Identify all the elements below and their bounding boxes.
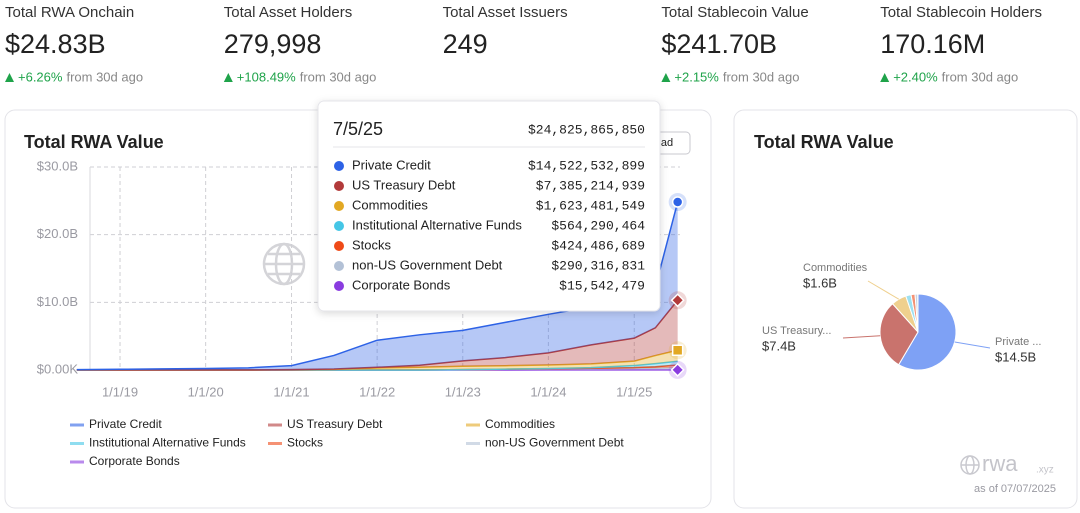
brand-watermark [960, 455, 980, 475]
legend-label: non-US Government Debt [485, 436, 624, 450]
tooltip-value: $424,486,689 [551, 238, 645, 253]
leader-line [954, 341, 991, 349]
end-marker [670, 293, 685, 308]
stat-change: +2.40% [893, 69, 938, 84]
x-tick-label: 1/1/22 [359, 384, 395, 399]
tooltip-total: $24,825,865,850 [528, 122, 645, 137]
button-label: ad [661, 137, 673, 149]
pie-slice [897, 293, 957, 371]
pie-chart: Private ...$14.5B US Treasury...$7.4B Comm… [762, 262, 1041, 371]
tooltip: 7/5/25 $24,825,865,850 Private Credit $14,5… [317, 100, 661, 312]
tooltip-box [317, 100, 661, 312]
stat-label: Total Stablecoin Value [661, 4, 808, 21]
stat-change: +2.15% [674, 69, 719, 84]
tooltip-dot [334, 241, 344, 251]
stat-note: from 30d ago [66, 69, 143, 84]
legend-label: Commodities [485, 417, 555, 431]
legend-label: US Treasury Debt [287, 417, 383, 431]
stat-note: from 30d ago [723, 69, 800, 84]
stat-note: from 30d ago [300, 69, 377, 84]
pie-title: Total RWA Value [754, 132, 894, 152]
stat-value: $241.70B [661, 29, 777, 59]
tooltip-name: US Treasury Debt [352, 177, 456, 192]
up-arrow [5, 73, 14, 82]
legend-label: Corporate Bonds [89, 454, 180, 468]
stat-change: +108.49% [237, 69, 296, 84]
y-tick-label: $0.00K [37, 361, 79, 376]
legend-label: Private Credit [89, 417, 162, 431]
tooltip-value: $7,385,214,939 [536, 178, 645, 193]
tooltip-value: $14,522,532,899 [528, 158, 645, 173]
brand: rwa [982, 451, 1018, 476]
tooltip-name: Stocks [352, 237, 392, 252]
tooltip-name: Commodities [352, 197, 428, 212]
pie-value: $1.6B [803, 275, 837, 290]
legend-label: Institutional Alternative Funds [89, 436, 246, 450]
as-of: as of 07/07/2025 [974, 483, 1056, 495]
pie-label: Commodities [803, 262, 868, 274]
tooltip-dot [334, 181, 344, 191]
y-tick-label: $10.0B [37, 294, 78, 309]
globe-watermark [262, 242, 306, 286]
y-tick-label: $30.0B [37, 158, 78, 173]
tooltip-value: $1,623,481,549 [536, 198, 645, 213]
x-tick-label: 1/1/20 [188, 384, 224, 399]
leader-line [842, 335, 881, 339]
brand-suffix: .xyz [1036, 465, 1054, 476]
stat-value: 249 [443, 29, 488, 59]
series-line [76, 299, 679, 371]
tooltip-name: Private Credit [352, 157, 431, 172]
end-marker [671, 196, 684, 208]
end-marker [670, 362, 685, 377]
pie-value: $14.5B [995, 349, 1036, 364]
up-arrow [223, 73, 233, 82]
end-marker [671, 344, 684, 357]
tooltip-dot [334, 281, 344, 291]
legend-label: Stocks [287, 436, 323, 450]
stat-label: Total Asset Issuers [443, 4, 568, 21]
tooltip-value: $15,542,479 [559, 278, 645, 293]
up-arrow [661, 73, 671, 82]
pie-label: US Treasury... [762, 325, 831, 337]
tooltip-name: Corporate Bonds [352, 277, 451, 292]
tooltip-dot [334, 261, 344, 271]
tooltip-name: non-US Government Debt [352, 257, 503, 272]
tooltip-date: 7/5/25 [333, 119, 383, 139]
pie-label: Private ... [995, 336, 1041, 348]
x-tick-label: 1/1/25 [616, 384, 652, 399]
x-tick-label: 1/1/23 [445, 384, 481, 399]
series-area [76, 202, 678, 370]
tooltip-dot [334, 161, 344, 171]
x-tick-label: 1/1/24 [530, 384, 566, 399]
area-title: Total RWA Value [24, 132, 164, 152]
tooltip-dot [334, 221, 344, 231]
pie-value: $7.4B [762, 338, 796, 353]
stat-label: Total Asset Holders [224, 4, 352, 21]
tooltip-value: $564,290,464 [551, 218, 645, 233]
pie-slice [879, 303, 919, 366]
leader-line [867, 280, 900, 300]
stat-change: +6.26% [18, 69, 63, 84]
stat-note: from 30d ago [942, 69, 1019, 84]
stat-value: $24.83B [5, 29, 106, 59]
stat-label: Total RWA Onchain [5, 4, 134, 21]
tooltip-dot [334, 201, 344, 211]
y-tick-label: $20.0B [37, 226, 78, 241]
tooltip-name: Institutional Alternative Funds [352, 217, 522, 232]
tooltip-value: $290,316,831 [551, 258, 645, 273]
stat-value: 279,998 [224, 29, 322, 59]
x-tick-label: 1/1/21 [273, 384, 309, 399]
stat-value: 170.16M [880, 29, 985, 59]
stat-label: Total Stablecoin Holders [880, 4, 1042, 21]
x-tick-label: 1/1/19 [102, 384, 138, 399]
up-arrow [880, 73, 890, 82]
